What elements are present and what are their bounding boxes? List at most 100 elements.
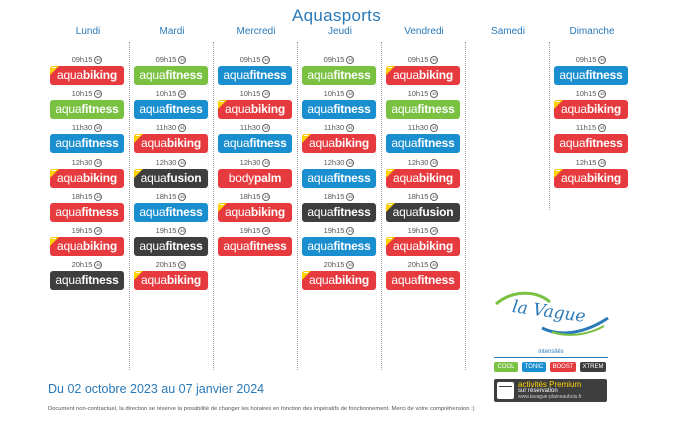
class-badge: aquafitness xyxy=(386,271,460,291)
duration-icon: 45 xyxy=(346,192,355,201)
duration-icon: 45 xyxy=(346,227,355,236)
class-name-suffix: fitness xyxy=(585,136,623,151)
class-time: 19h15 45 xyxy=(386,224,460,237)
class-time: 11h30 45 xyxy=(386,121,460,134)
duration-icon: 45 xyxy=(346,56,355,65)
class-time: 19h15 45 xyxy=(134,224,208,237)
class-time-text: 10h15 xyxy=(155,89,177,99)
duration-icon: 45 xyxy=(598,158,607,167)
duration-icon: 45 xyxy=(94,192,103,201)
class-name-suffix: biking xyxy=(418,239,454,253)
calendar-icon xyxy=(497,382,514,399)
intensity-label: intensités xyxy=(538,349,564,355)
class-slot: 10h15 45 aquafitness xyxy=(302,87,376,121)
class-time-text: 09h15 xyxy=(239,55,261,64)
class-name-prefix: aqua xyxy=(307,170,334,185)
class-time-text: 19h15 xyxy=(239,226,261,235)
class-time-text: 11h15 xyxy=(575,123,597,133)
class-name-prefix: aqua xyxy=(56,239,83,253)
class-name-suffix: fitness xyxy=(165,239,203,253)
duration-icon: 45 xyxy=(262,158,271,167)
class-badge: aquafitness xyxy=(50,134,124,154)
class-name-suffix: fitness xyxy=(333,68,371,82)
class-slot: 12h30 45 bodypalm xyxy=(218,156,292,190)
class-name-prefix: aqua xyxy=(139,68,166,82)
duration-icon: 45 xyxy=(94,56,103,65)
column-separator xyxy=(549,42,550,210)
class-time-text: 12h30 xyxy=(239,157,261,167)
class-name-prefix: aqua xyxy=(55,102,82,117)
class-time: 10h15 45 xyxy=(386,87,460,100)
class-time-text: 12h30 xyxy=(71,157,93,167)
class-slot: 19h15 45 aquabiking xyxy=(50,224,124,258)
class-slot: 12h30 45 aquafitness xyxy=(302,156,376,190)
class-name-suffix: biking xyxy=(418,68,454,82)
class-badge: aquabiking xyxy=(50,237,124,256)
duration-icon: 45 xyxy=(178,261,187,270)
duration-icon: 45 xyxy=(178,227,187,236)
duration-icon: 45 xyxy=(430,90,439,99)
duration-icon: 45 xyxy=(346,261,355,270)
page-title: Aquasports xyxy=(292,6,381,25)
class-time: 10h15 45 xyxy=(134,87,208,100)
class-slot: 19h15 45 aquabiking xyxy=(386,224,460,258)
class-slot: 09h15 45 aquafitness xyxy=(554,53,628,87)
duration-icon: 45 xyxy=(94,227,103,236)
class-slot: 20h15 45 aquabiking xyxy=(134,258,208,292)
class-badge: aquafitness xyxy=(386,100,460,120)
class-name-suffix: fitness xyxy=(165,102,203,117)
class-slot: 10h15 45 aquafitness xyxy=(134,87,208,121)
class-time: 12h30 45 xyxy=(302,156,376,169)
class-slot: 20h15 45 aquafitness xyxy=(386,258,460,292)
class-badge: aquabiking xyxy=(134,271,208,291)
class-name-prefix: aqua xyxy=(307,102,334,117)
class-name-suffix: biking xyxy=(250,102,286,117)
class-name-suffix: fitness xyxy=(81,273,119,288)
class-name-suffix: fitness xyxy=(81,204,119,219)
class-slot: 18h15 45 aquafusion xyxy=(386,190,460,224)
class-time: 09h15 45 xyxy=(218,53,292,66)
column-separator xyxy=(465,42,466,370)
class-slot: 20h15 45 aquabiking xyxy=(302,258,376,292)
duration-icon: 45 xyxy=(94,90,103,99)
class-badge: aquafitness xyxy=(134,100,208,120)
class-time-text: 11h30 xyxy=(407,123,429,133)
duration-icon: 45 xyxy=(598,90,607,99)
duration-icon: 45 xyxy=(178,124,187,133)
column-separator xyxy=(129,42,130,370)
class-slot: 19h15 45 aquafitness xyxy=(302,224,376,258)
day-name: Dimanche xyxy=(569,26,615,37)
class-time: 10h15 45 xyxy=(302,87,376,100)
class-time: 09h15 45 xyxy=(386,53,460,66)
class-time-text: 09h15 xyxy=(71,55,93,64)
duration-icon: 45 xyxy=(346,124,355,133)
day-column-mardi: Mardi 09h15 45 aquafitness 10h15 45 aquafitnes… xyxy=(130,26,214,370)
class-time: 11h30 45 xyxy=(50,121,124,134)
class-name-suffix: fitness xyxy=(417,102,455,117)
class-time-text: 11h30 xyxy=(155,123,177,133)
class-name-prefix: aqua xyxy=(392,68,419,82)
intensity-xtrem: XTREM xyxy=(580,362,606,372)
class-time-text: 11h30 xyxy=(323,123,345,133)
class-badge: aquafusion xyxy=(134,168,208,188)
duration-icon: 45 xyxy=(262,90,271,99)
class-time: 09h15 45 xyxy=(554,53,628,66)
class-badge: aquafitness xyxy=(302,100,376,120)
class-name-suffix: fitness xyxy=(165,204,203,219)
class-slot: 09h15 45 aquabiking xyxy=(50,53,124,87)
class-time-text: 11h30 xyxy=(239,123,261,133)
class-badge: aquafitness xyxy=(302,237,376,256)
class-name-suffix: fitness xyxy=(249,239,287,253)
class-time: 20h15 45 xyxy=(134,258,208,271)
footer-disclaimer: Document non-contractuel, la direction s… xyxy=(48,406,475,412)
class-name-prefix: body xyxy=(228,170,254,185)
class-badge: aquafitness xyxy=(218,134,292,154)
class-time: 09h15 45 xyxy=(302,53,376,66)
premium-subtitle: sur réservation xyxy=(518,388,558,394)
class-time: 20h15 45 xyxy=(386,258,460,271)
intensity-legend: intensités COOL TONIC BOOST XTREM xyxy=(494,349,608,375)
class-badge: aquabiking xyxy=(386,66,460,85)
class-time-text: 19h15 xyxy=(323,226,345,235)
class-time: 18h15 45 xyxy=(302,190,376,203)
class-badge: aquafitness xyxy=(302,168,376,188)
